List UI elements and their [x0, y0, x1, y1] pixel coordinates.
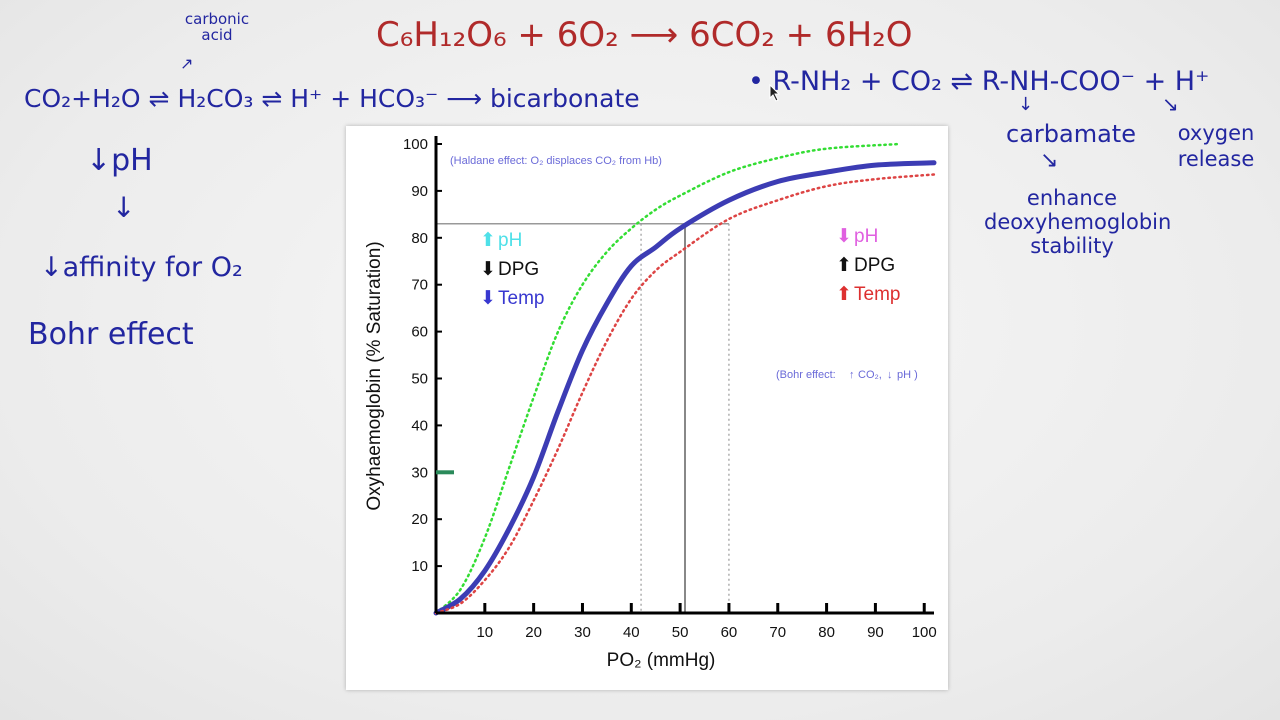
- right-conditions-legend: ⬇ pH ⬆ DPG ⬆ Temp: [836, 226, 900, 305]
- ph-affinity-arrow-icon: ↓: [112, 191, 136, 224]
- bohr-note-ph: pH ): [897, 369, 918, 381]
- oxygen-dissociation-chart: 10 20 30 40 50 60 70 80 90 100 10 20 30 40 50 60 70 80 90 1…: [346, 126, 948, 690]
- left-conditions-legend: ⬆ pH ⬇ DPG ⬇ Temp: [480, 230, 544, 309]
- x-tick-label: 30: [574, 624, 591, 641]
- x-tick-label: 60: [721, 624, 738, 641]
- oxygen-release-arrow-icon: ↘: [1162, 92, 1179, 116]
- x-tick-label: 50: [672, 624, 689, 641]
- y-tick-label: 100: [403, 136, 428, 153]
- enhance-note: enhance deoxyhemoglobin stability: [984, 186, 1172, 259]
- bohr-note-arrow-down-icon: ↓: [887, 369, 893, 381]
- x-tick-label: 90: [867, 624, 884, 641]
- carbamate-arrow-icon: ↓: [1018, 94, 1034, 115]
- legend-left-ph-up-arrow-icon: ⬆: [480, 230, 496, 251]
- saturation-30-marker: [436, 470, 454, 475]
- bohr-note-co2: CO₂,: [858, 369, 882, 381]
- carbonic-acid-label: carbonic acid: [184, 10, 250, 44]
- mouse-cursor-icon: [769, 84, 781, 102]
- legend-right-ph: pH: [854, 226, 878, 247]
- x-tick-label: 10: [476, 624, 493, 641]
- enhance-arrow-icon: ↘: [1040, 148, 1059, 173]
- right-equation: • R-NH₂ + CO₂ ⇌ R-NH-COO⁻ + H⁺: [748, 66, 1210, 97]
- dissociation-curves: [433, 142, 937, 616]
- legend-right-temp-up-arrow-icon: ⬆: [836, 284, 852, 305]
- ph-down-note: ↓pH: [86, 143, 153, 178]
- reference-lines: [436, 222, 730, 613]
- legend-right-dpg: DPG: [854, 255, 895, 276]
- legend-left-ph: pH: [498, 230, 522, 251]
- y-tick-label: 90: [411, 183, 428, 200]
- chart-svg: 10 20 30 40 50 60 70 80 90 100 10 20 30 40 50 60 70 80 90 1…: [364, 136, 937, 671]
- x-tick-label: 20: [525, 624, 542, 641]
- x-tick-label: 80: [818, 624, 835, 641]
- bohr-note-arrow-up-icon: ↑: [849, 369, 855, 381]
- axis-ticks: 10 20 30 40 50 60 70 80 90 100 10 20 30 40 50 60 70 80 90 1…: [403, 136, 937, 641]
- legend-left-dpg: DPG: [498, 259, 539, 280]
- y-tick-label: 40: [411, 417, 428, 434]
- carbamate-note: carbamate: [1006, 120, 1136, 148]
- haldane-effect-note: (Haldane effect: O₂ displaces CO₂ from H…: [450, 155, 662, 167]
- y-tick-label: 70: [411, 277, 428, 294]
- legend-left-temp-down-arrow-icon: ⬇: [480, 288, 496, 309]
- bohr-note-prefix: (Bohr effect:: [776, 369, 836, 381]
- legend-left-temp: Temp: [498, 288, 544, 309]
- bohr-effect-note: Bohr effect: [28, 317, 194, 352]
- x-tick-label: 70: [769, 624, 786, 641]
- left-equation: CO₂+H₂O ⇌ H₂CO₃ ⇌ H⁺ + HCO₃⁻ ⟶ bicarbona…: [24, 84, 640, 113]
- x-tick-label: 40: [623, 624, 640, 641]
- legend-right-temp: Temp: [854, 284, 900, 305]
- x-axis-title: PO₂ (mmHg): [607, 650, 716, 671]
- equation-top: C₆H₁₂O₆ + 6O₂ ⟶ 6CO₂ + 6H₂O: [376, 15, 913, 55]
- dissociation-curve-left-shift: [434, 142, 902, 615]
- bohr-effect-note: (Bohr effect: ↑ CO₂, ↓ pH ): [776, 369, 918, 381]
- y-tick-label: 30: [411, 464, 428, 481]
- oxygen-release-note: oxygen release: [1177, 121, 1255, 172]
- y-tick-label: 50: [411, 371, 428, 388]
- y-tick-label: 20: [411, 511, 428, 528]
- carbonic-acid-arrow-icon: ↗: [180, 54, 194, 73]
- y-tick-label: 80: [411, 230, 428, 247]
- dissociation-curve-normal: [433, 160, 937, 616]
- x-tick-label: 100: [912, 624, 937, 641]
- y-tick-label: 10: [411, 558, 428, 575]
- affinity-note: ↓affinity for O₂: [40, 252, 243, 283]
- legend-right-ph-down-arrow-icon: ⬇: [836, 226, 852, 247]
- chart-axes: [434, 136, 934, 615]
- dissociation-curve-right-shift: [434, 173, 936, 615]
- y-axis-title: Oxyhaemoglobin (% Saturation): [364, 241, 385, 510]
- legend-left-dpg-down-arrow-icon: ⬇: [480, 259, 496, 280]
- y-tick-label: 60: [411, 324, 428, 341]
- legend-right-dpg-up-arrow-icon: ⬆: [836, 255, 852, 276]
